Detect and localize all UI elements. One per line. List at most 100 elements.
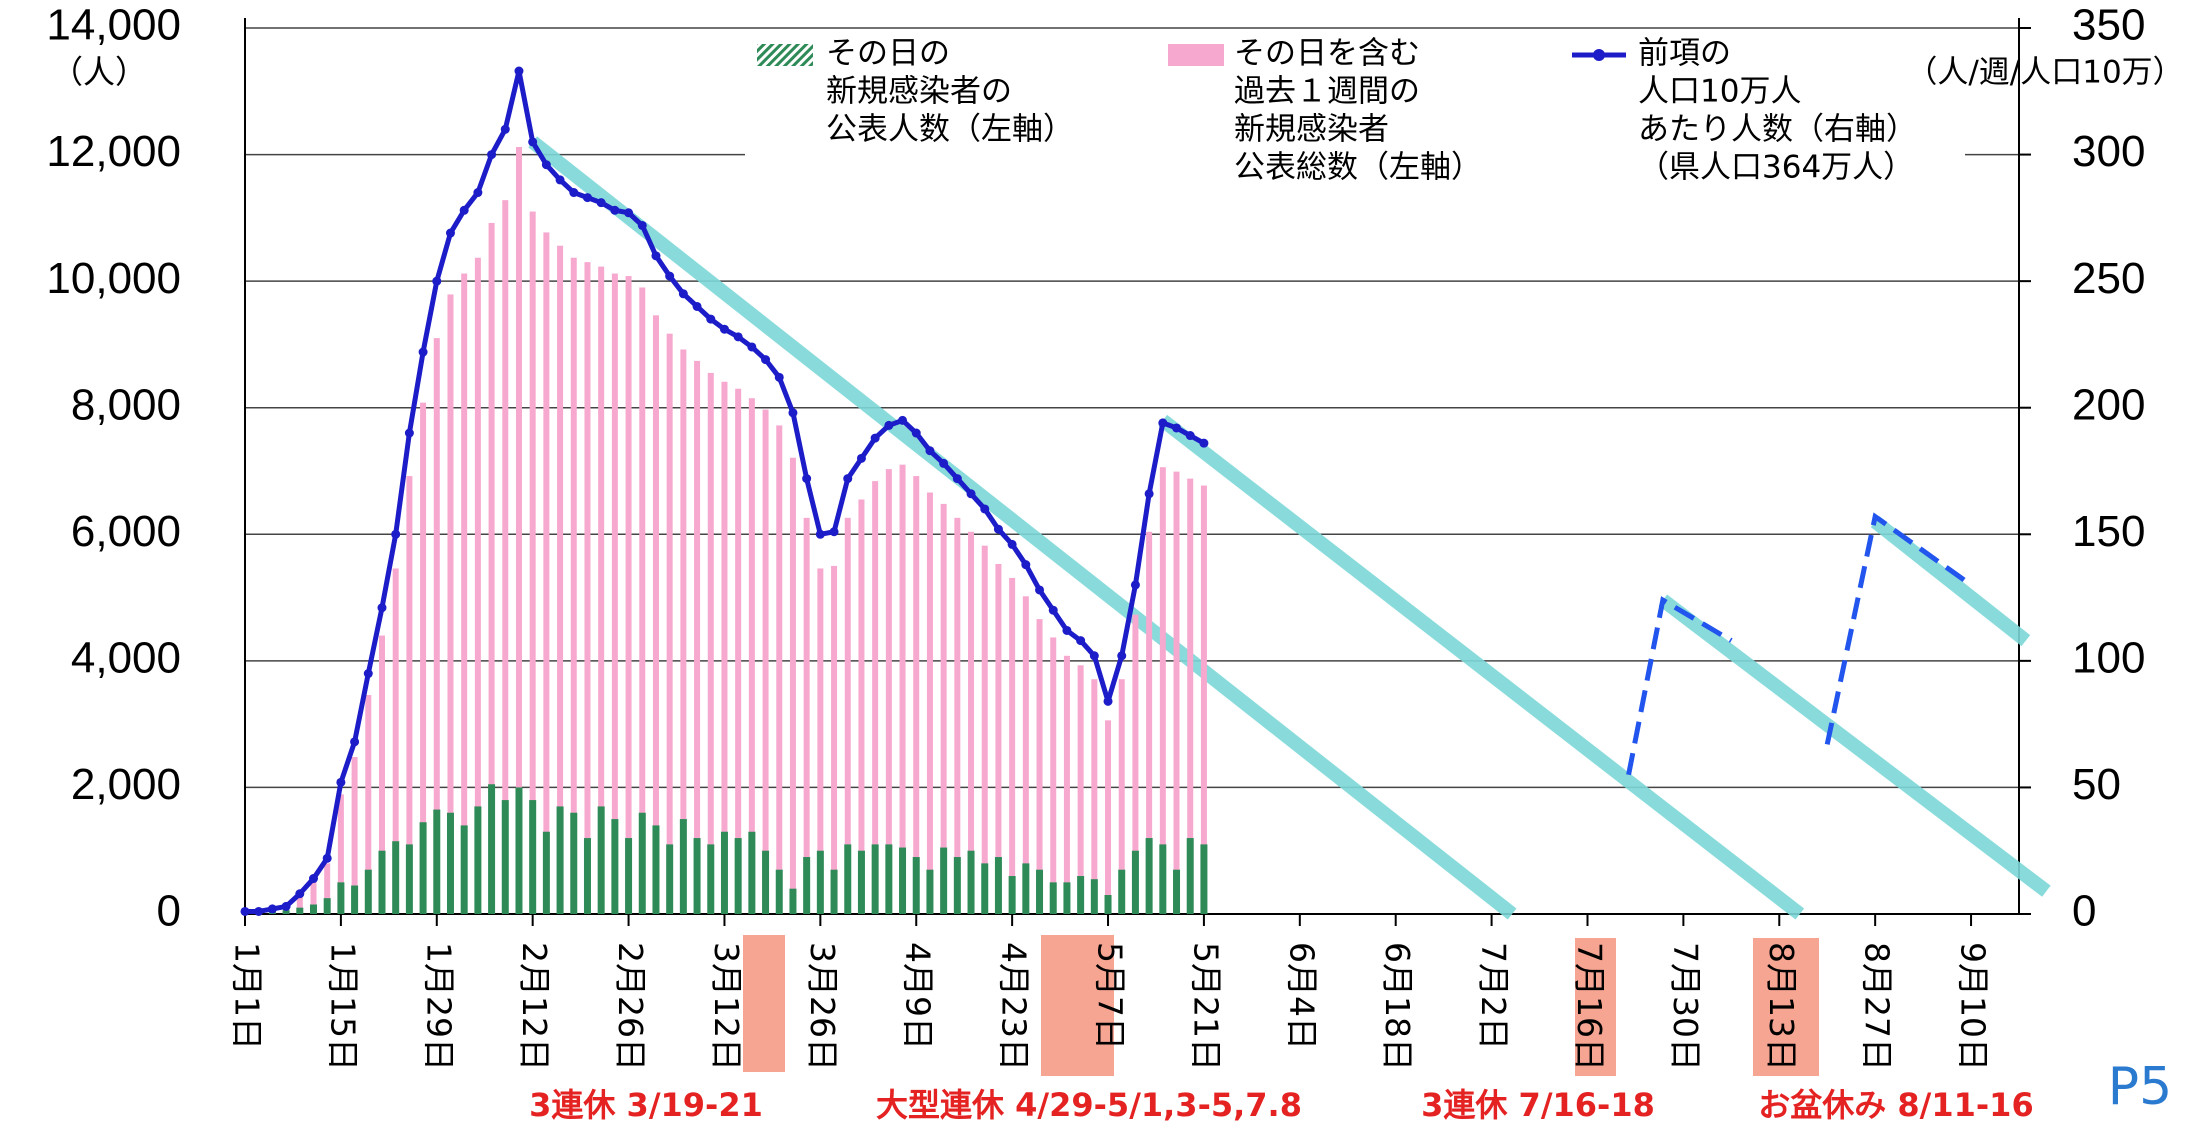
bar xyxy=(1146,531,1153,914)
x-tick-label: 7月30日 xyxy=(1666,942,1705,1071)
bar xyxy=(1118,679,1125,914)
legend-label: 新規感染者の xyxy=(826,74,1012,110)
bar xyxy=(625,838,633,914)
holiday-box xyxy=(1575,938,1616,1076)
bar xyxy=(296,907,304,914)
bar xyxy=(584,262,591,915)
x-tick-label: 1月29日 xyxy=(419,942,458,1071)
bar xyxy=(1090,879,1098,914)
bar xyxy=(597,806,605,914)
bar xyxy=(1036,619,1043,914)
bar xyxy=(378,850,386,914)
bar xyxy=(994,857,1002,914)
bar xyxy=(679,819,687,914)
line-marker xyxy=(596,198,606,208)
y-tick-label: 2,000 xyxy=(71,760,181,809)
legend-label: 前項の xyxy=(1638,36,1731,72)
legend-swatch xyxy=(1168,44,1224,66)
line-marker xyxy=(1007,539,1017,549)
bar xyxy=(1187,478,1194,914)
bar xyxy=(378,635,385,914)
bar xyxy=(735,388,742,914)
bar xyxy=(748,398,755,914)
x-tick-label: 2月26日 xyxy=(611,942,650,1071)
legend-label: あたり人数（右軸） xyxy=(1638,112,1917,148)
x-tick-label: 9月10日 xyxy=(1954,942,1993,1071)
line-marker xyxy=(1089,651,1099,661)
bar xyxy=(625,276,632,915)
x-tick-label: 3月26日 xyxy=(803,942,842,1071)
bar xyxy=(1022,596,1029,914)
line-marker xyxy=(1158,418,1168,428)
holiday-box xyxy=(743,935,785,1072)
bar xyxy=(1159,844,1167,914)
bar xyxy=(1008,876,1016,914)
bar xyxy=(940,503,947,914)
y2-tick-label: 300 xyxy=(2072,127,2145,176)
legend-label: 公表総数（左軸） xyxy=(1234,150,1482,186)
bar xyxy=(858,499,865,914)
line-marker xyxy=(829,527,839,537)
x-tick-label: 6月4日 xyxy=(1282,942,1321,1050)
bar xyxy=(433,338,440,915)
y-tick-label: 14,000 xyxy=(46,1,181,50)
bar xyxy=(405,844,413,914)
line-marker xyxy=(980,504,990,514)
line-marker xyxy=(843,474,853,484)
bar xyxy=(351,757,358,914)
holiday-label: お盆休み 8/11-16 xyxy=(1758,1086,2033,1124)
trend-line xyxy=(528,136,1517,920)
line-marker xyxy=(966,489,976,499)
bar xyxy=(995,564,1002,914)
bar xyxy=(309,904,317,914)
y-tick-label: 10,000 xyxy=(46,254,181,303)
line-marker xyxy=(651,251,661,261)
bar xyxy=(638,812,646,914)
line-marker xyxy=(610,205,620,215)
bar xyxy=(857,850,865,914)
bar xyxy=(392,841,400,914)
line-marker xyxy=(555,175,565,185)
y2-tick-label: 0 xyxy=(2072,887,2096,936)
legend-label: 過去１週間の xyxy=(1234,74,1420,110)
line-marker xyxy=(254,906,264,916)
bar xyxy=(1050,637,1057,914)
line-marker xyxy=(1117,651,1127,661)
line-marker xyxy=(1021,560,1031,570)
line-marker xyxy=(1076,636,1086,646)
bar xyxy=(1132,614,1139,914)
bar xyxy=(762,850,770,914)
x-tick-label: 7月2日 xyxy=(1474,942,1513,1050)
bar xyxy=(446,812,454,914)
bar xyxy=(1200,485,1207,914)
bar xyxy=(1091,679,1098,914)
line-marker xyxy=(993,524,1003,534)
y2-tick-label: 100 xyxy=(2072,633,2145,682)
legend-label: 公表人数（左軸） xyxy=(826,112,1074,148)
bar xyxy=(1063,882,1071,914)
bar xyxy=(570,812,578,914)
bar xyxy=(282,910,290,914)
legend-bg xyxy=(745,32,1965,192)
y2-tick-label: 150 xyxy=(2072,507,2145,556)
bar xyxy=(803,517,810,914)
line-marker xyxy=(459,205,469,215)
line-marker xyxy=(1185,431,1195,441)
bar xyxy=(913,476,920,914)
bar xyxy=(912,857,920,914)
bar xyxy=(337,794,344,914)
bar xyxy=(899,847,907,914)
line-marker xyxy=(939,458,949,468)
trend-line xyxy=(1870,516,2031,647)
bar xyxy=(830,869,838,914)
bar xyxy=(461,273,468,914)
x-tick-label: 3月12日 xyxy=(707,942,746,1071)
line-marker xyxy=(1199,438,1209,448)
bar xyxy=(693,838,701,914)
line-marker xyxy=(706,314,716,324)
legend-swatch-marker xyxy=(1593,49,1605,61)
bar xyxy=(488,784,496,914)
bar xyxy=(707,844,715,914)
bar xyxy=(926,492,933,914)
line-marker xyxy=(281,901,291,911)
